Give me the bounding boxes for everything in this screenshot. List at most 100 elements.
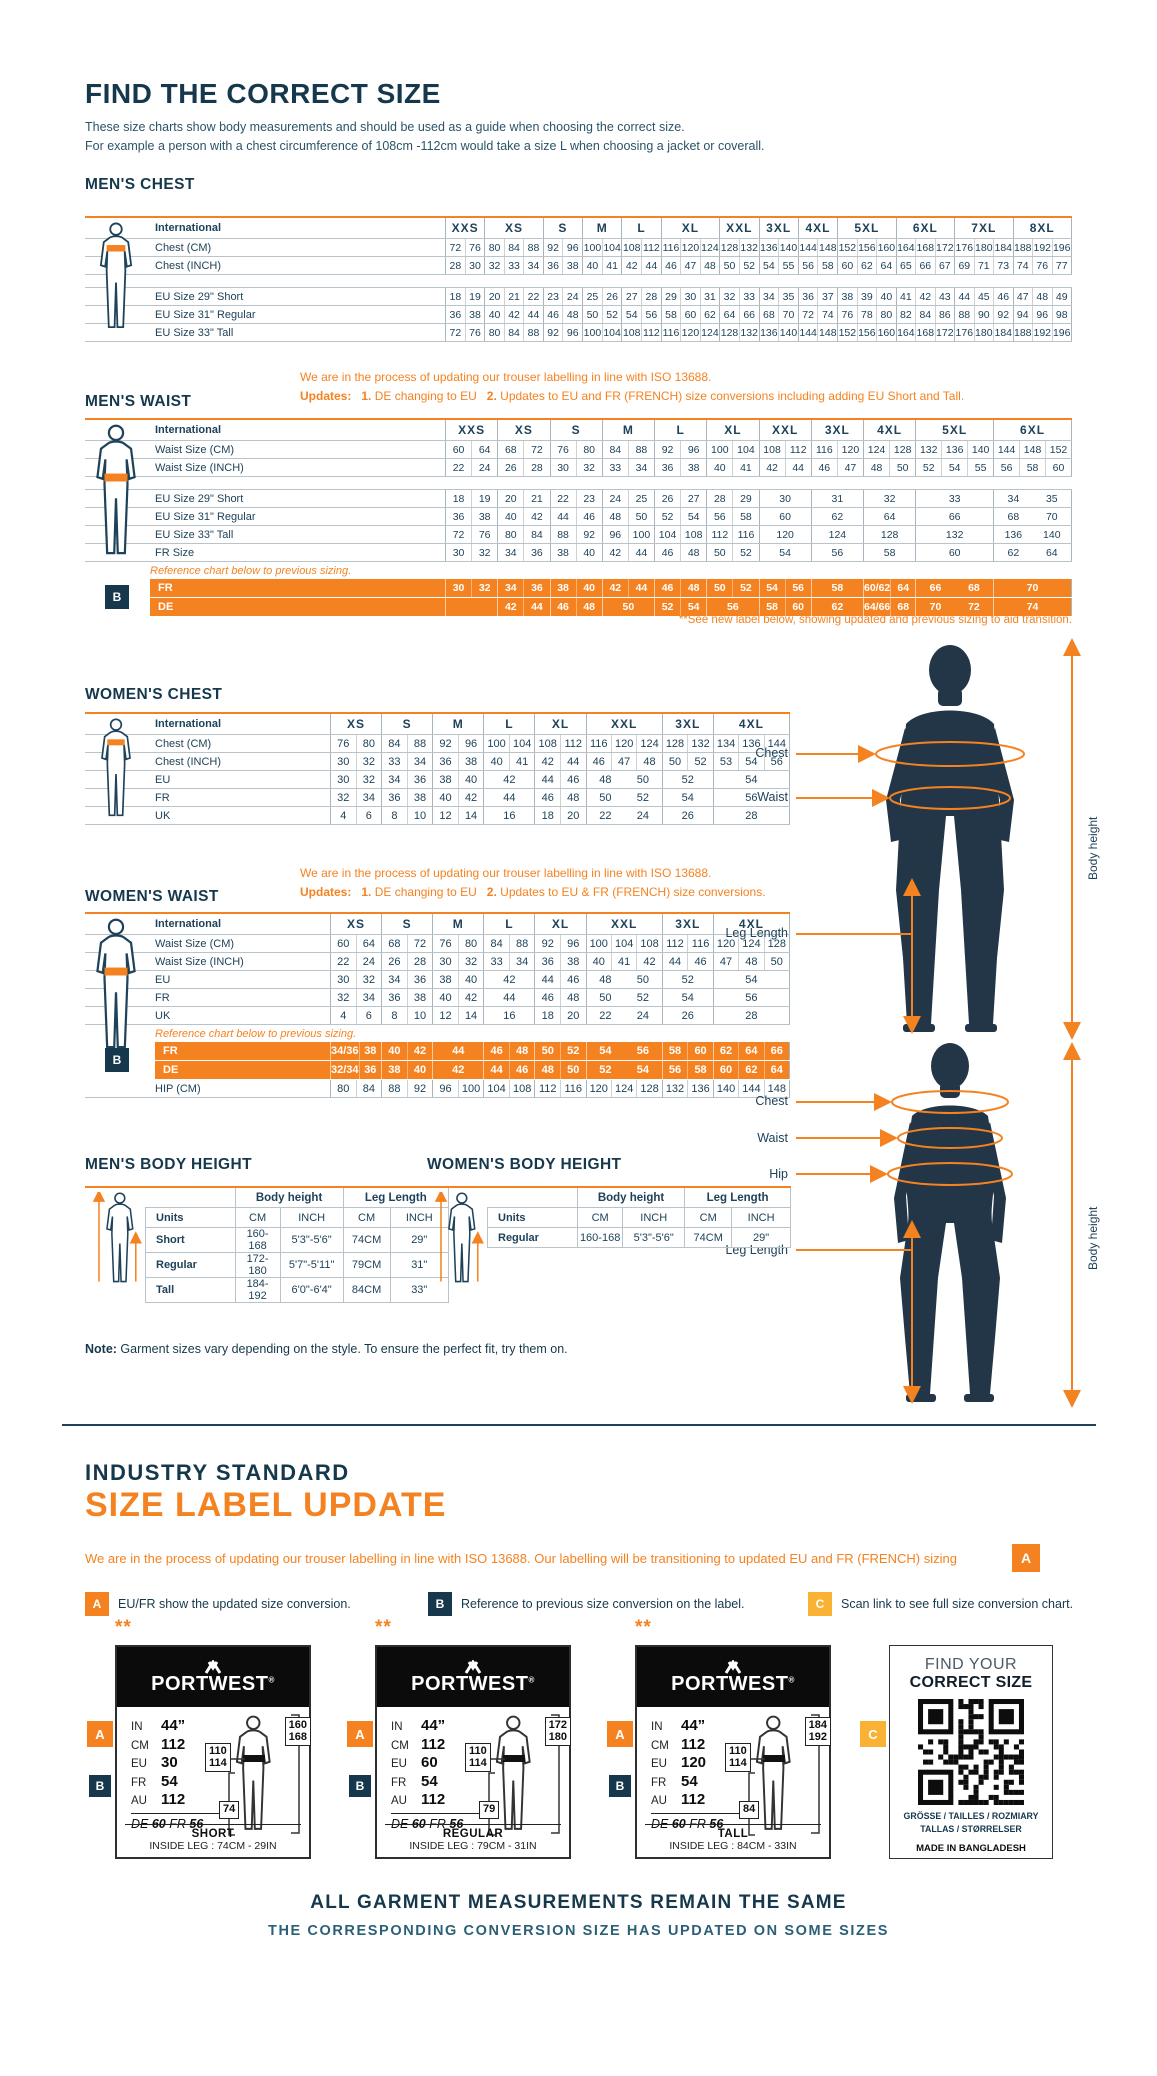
cell-value: 62 xyxy=(719,1045,733,1057)
size-column xyxy=(445,598,497,616)
cell-value: 54 xyxy=(738,753,763,770)
cell-value: 23 xyxy=(547,290,559,303)
cell-value: 196 xyxy=(1051,239,1071,256)
cell-value: 46 xyxy=(661,582,674,594)
womens-measurement-figure xyxy=(796,1042,1081,1408)
size-column: 46 47 48 xyxy=(660,257,719,274)
cell-value: 44 xyxy=(627,544,654,561)
size-column: 88 92 xyxy=(549,526,602,543)
cell-value: 5'3"-5'6" xyxy=(622,1227,686,1248)
size-system-label: EU xyxy=(131,1758,147,1770)
row-label: Waist Size (INCH) xyxy=(155,461,244,474)
size-system-label: EU xyxy=(651,1758,667,1770)
card-header: PORTWEST® xyxy=(637,1647,829,1707)
cell-value: 46 xyxy=(560,971,586,988)
cell-value: 31 xyxy=(831,492,844,505)
cell-value: 40 xyxy=(586,259,599,272)
cell-value: 54 xyxy=(680,598,706,616)
size-column: 16 xyxy=(483,807,534,824)
size-column: 60 64 xyxy=(445,441,497,458)
size-column: 46 47 xyxy=(810,459,863,476)
registered-mark: ® xyxy=(788,1675,795,1685)
badge-a: A xyxy=(1012,1544,1040,1572)
legend-a-text: EU/FR show the updated size conversion. xyxy=(118,1597,351,1611)
size-column: 60/62 64 xyxy=(863,579,915,597)
cell-value: 68 xyxy=(504,443,517,456)
size-column: 104 108 xyxy=(483,1080,534,1097)
card-stars: ** xyxy=(375,1617,392,1638)
badge-b: B xyxy=(89,1775,111,1797)
cell-value: 29 xyxy=(665,290,677,303)
cell-value: 132 xyxy=(687,735,713,752)
cell-value: 52 xyxy=(681,773,694,786)
garment-note: Note: Garment sizes vary depending on th… xyxy=(85,1342,568,1356)
size-system-label: IN xyxy=(651,1721,663,1733)
size-column: 50 52 xyxy=(585,789,662,806)
badge-a: A xyxy=(347,1721,373,1747)
cell-value: 33 xyxy=(503,257,523,274)
cell-value: 112 xyxy=(560,735,586,752)
cell-value: 120 xyxy=(610,735,636,752)
cell-value: 50 xyxy=(586,308,599,321)
cell-value: 26 xyxy=(388,955,401,968)
size-column: 60 64 xyxy=(330,935,381,952)
cell-value: 72 xyxy=(449,241,462,254)
size-column: 36 38 xyxy=(654,459,706,476)
column-header: Units xyxy=(145,1207,236,1228)
cell-value: 34 xyxy=(508,953,535,970)
size-column: 124 128 xyxy=(863,441,915,458)
cell-value: 28 xyxy=(713,492,726,505)
cell-value: 44 xyxy=(627,579,654,597)
cell-value: 32 xyxy=(488,259,501,272)
cell-value: 160 xyxy=(876,239,895,256)
cell-value: 120 xyxy=(680,239,699,256)
registered-mark: ® xyxy=(268,1675,275,1685)
cell-value: 64 xyxy=(471,441,497,458)
cell-value: 96 xyxy=(609,528,622,541)
size-column: 40 41 42 xyxy=(585,953,662,970)
mens-body-height-table: Body height Leg Length Units CM INCH CM INCH Sh… xyxy=(85,1186,450,1303)
size-column: 144 148 xyxy=(797,239,837,256)
size-column: 7XL xyxy=(954,218,1012,238)
cell-value: 54 xyxy=(762,259,775,272)
cell-value: 40 xyxy=(592,955,605,968)
size-label-card-short: PORTWEST® IN 44” CM 112 EU 30 FR 54 AU 112 DE 60 FR… xyxy=(87,1645,311,1859)
cell-value: 160-168 xyxy=(234,1227,281,1253)
card-size-row: FR 54 xyxy=(391,1773,445,1792)
size-column: 32 34 xyxy=(330,989,381,1006)
size-column: 12 14 xyxy=(432,807,483,824)
size-column: XXS xyxy=(445,218,484,238)
size-column: 52 xyxy=(661,771,713,788)
cell-value: 26 xyxy=(681,809,694,822)
size-column: 64 66 xyxy=(719,306,758,323)
cell-value: 43 xyxy=(934,288,954,305)
cell-value: 76 xyxy=(471,526,497,543)
cell-value: 80 xyxy=(457,935,484,952)
qr-languages: GRÖSSE / TAILLES / ROZMIARY TALLAS / STØ… xyxy=(890,1810,1052,1836)
column-header: CM xyxy=(576,1207,624,1228)
size-column: L xyxy=(483,914,534,934)
cell-value: 104 xyxy=(732,441,758,458)
badge-c-icon: C xyxy=(808,1592,832,1616)
size-column: 96 100 xyxy=(432,1080,483,1097)
cell-value: 44 xyxy=(541,973,554,986)
update-2-text: Updates to EU and FR (FRENCH) size conve… xyxy=(500,388,965,403)
cell-value: 64 xyxy=(763,1061,789,1079)
cell-value: 50 xyxy=(713,546,726,559)
cell-value: 100 xyxy=(457,1080,484,1097)
size-column: 48 50 xyxy=(534,1061,585,1079)
note-text: Garment sizes vary depending on the styl… xyxy=(116,1342,568,1356)
size-column: 34 35 xyxy=(758,288,798,305)
cell-value: 160 xyxy=(876,324,895,341)
mens-measurement-figure xyxy=(796,638,1081,1040)
cell-value: 84 xyxy=(355,1080,382,1097)
cell-value: 40 xyxy=(575,544,602,561)
cell-value: 50 xyxy=(763,953,789,970)
size-column: S xyxy=(381,714,432,734)
size-value: 60 xyxy=(421,1754,438,1771)
cell-value: 38 xyxy=(557,546,569,559)
size-column: 36 37 xyxy=(797,288,837,305)
size-column: 50 52 xyxy=(661,753,713,770)
cell-value: 44 xyxy=(641,257,661,274)
size-column: 22 23 xyxy=(549,490,602,507)
